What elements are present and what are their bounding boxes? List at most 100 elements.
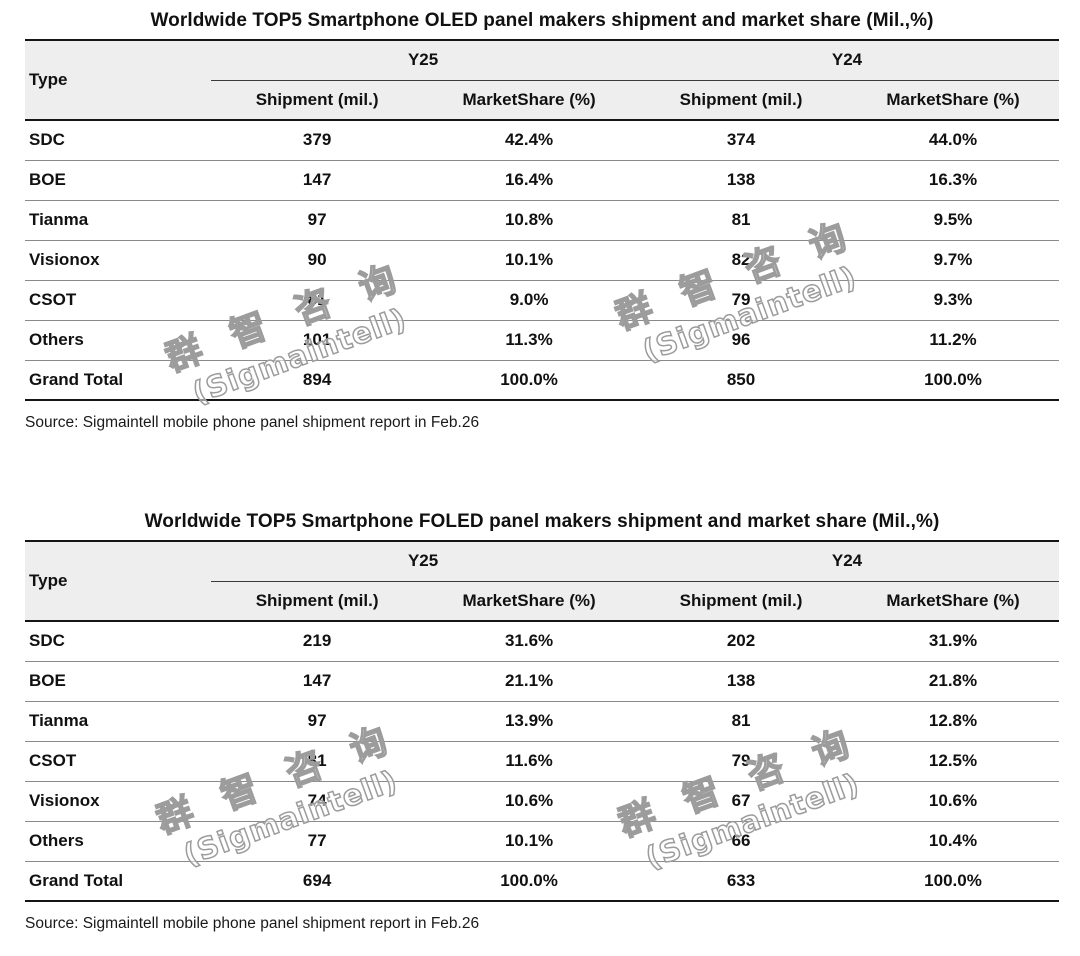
value-cell: 82 xyxy=(635,240,848,281)
maker-name-cell: Visionox xyxy=(25,240,212,281)
column-header-y25-shipment: Shipment (mil.) xyxy=(211,581,424,622)
value-cell: 147 xyxy=(211,160,424,201)
value-cell: 100.0% xyxy=(924,369,982,389)
maker-name-cell: CSOT xyxy=(25,280,212,321)
column-header-y24-shipment: Shipment (mil.) xyxy=(635,80,848,121)
value-cell: 12.8% xyxy=(847,701,1059,742)
table-row: Visionox 74 10.6% 67 10.6% xyxy=(25,781,1059,822)
value-cell: 67 xyxy=(635,781,848,822)
value-cell: 21.1% xyxy=(423,661,636,702)
value-cell: 31.9% xyxy=(847,621,1059,662)
column-group-y24: Y24 xyxy=(635,40,1059,81)
value-cell: 90 xyxy=(211,240,424,281)
source-note: Source: Sigmaintell mobile phone panel s… xyxy=(25,414,480,431)
value-cell: 11.6% xyxy=(423,741,636,782)
value-cell: 81 xyxy=(211,741,424,782)
value-cell: 9.3% xyxy=(847,280,1059,321)
maker-name-cell: SDC xyxy=(25,621,212,662)
table-row: Visionox 90 10.1% 82 9.7% xyxy=(25,240,1059,281)
value-cell: 77 xyxy=(211,821,424,862)
column-group-y25: Y25 xyxy=(211,541,636,582)
column-header-y24-marketshare: MarketShare (%) xyxy=(847,581,1059,622)
value-cell: 219 xyxy=(211,621,424,662)
value-cell: 97 xyxy=(211,701,424,742)
column-header-y25-marketshare: MarketShare (%) xyxy=(423,80,636,121)
value-cell: 97 xyxy=(211,200,424,241)
value-cell: 16.3% xyxy=(847,160,1059,201)
column-header-y25-shipment: Shipment (mil.) xyxy=(211,80,424,121)
column-header-y25-marketshare: MarketShare (%) xyxy=(423,581,636,622)
foled-table: Type Y25 Y24 Shipment (mil.) MarketShare… xyxy=(25,540,1059,902)
value-cell: 138 xyxy=(635,160,848,201)
value-cell: 79 xyxy=(635,741,848,782)
maker-name-cell: Others xyxy=(25,821,212,862)
table-row: SDC 219 31.6% 202 31.9% xyxy=(25,621,1059,662)
value-cell: 96 xyxy=(635,320,848,361)
value-cell: 379 xyxy=(211,120,424,161)
maker-name-cell: Tianma xyxy=(25,701,212,742)
maker-name-cell: BOE xyxy=(25,661,212,702)
column-group-y25: Y25 xyxy=(211,40,636,81)
value-cell: 202 xyxy=(635,621,848,662)
table-row: Grand Total 694 100.0% 633 100.0% xyxy=(25,861,1059,901)
value-cell: 694 xyxy=(302,870,332,890)
value-cell: 10.6% xyxy=(423,781,636,822)
value-cell: 10.6% xyxy=(847,781,1059,822)
maker-name-cell: Grand Total xyxy=(29,369,124,389)
value-cell: 100.0% xyxy=(924,870,982,890)
value-cell: 12.5% xyxy=(847,741,1059,782)
table-row: Grand Total 894 100.0% 850 100.0% xyxy=(25,360,1059,400)
value-cell: 16.4% xyxy=(423,160,636,201)
table-row: Others 101 11.3% 96 11.2% xyxy=(25,320,1059,361)
source-note: Source: Sigmaintell mobile phone panel s… xyxy=(25,915,480,932)
value-cell: 9.7% xyxy=(847,240,1059,281)
value-cell: 11.2% xyxy=(847,320,1059,361)
value-cell: 10.8% xyxy=(423,200,636,241)
column-header-y24-shipment: Shipment (mil.) xyxy=(635,581,848,622)
table-row: Others 77 10.1% 66 10.4% xyxy=(25,821,1059,862)
value-cell: 850 xyxy=(726,369,756,389)
value-cell: 81 xyxy=(635,701,848,742)
value-cell: 44.0% xyxy=(847,120,1059,161)
value-cell: 894 xyxy=(302,369,332,389)
column-header-type: Type xyxy=(25,541,212,622)
value-cell: 374 xyxy=(635,120,848,161)
value-cell: 147 xyxy=(211,661,424,702)
value-cell: 74 xyxy=(211,781,424,822)
column-header-type: Type xyxy=(25,40,212,121)
foled-table-body: SDC 219 31.6% 202 31.9% BOE 147 21.1% 138 21.8% Ti… xyxy=(25,621,1059,901)
value-cell: 100.0% xyxy=(500,369,558,389)
value-cell: 66 xyxy=(635,821,848,862)
maker-name-cell: Others xyxy=(25,320,212,361)
value-cell: 42.4% xyxy=(423,120,636,161)
maker-name-cell: Tianma xyxy=(25,200,212,241)
value-cell: 10.4% xyxy=(847,821,1059,862)
table-row: BOE 147 21.1% 138 21.8% xyxy=(25,661,1059,702)
maker-name-cell: SDC xyxy=(25,120,212,161)
maker-name-cell: CSOT xyxy=(25,741,212,782)
table-row: CSOT 81 9.0% 79 9.3% xyxy=(25,280,1059,321)
value-cell: 9.5% xyxy=(847,200,1059,241)
value-cell: 31.6% xyxy=(423,621,636,662)
oled-table-header: Type Y25 Y24 Shipment (mil.) MarketShare… xyxy=(25,40,1059,121)
table-row: Tianma 97 13.9% 81 12.8% xyxy=(25,701,1059,742)
maker-name-cell: Grand Total xyxy=(29,870,124,890)
foled-table-section: Worldwide TOP5 Smartphone FOLED panel ma… xyxy=(25,509,1059,934)
table-row: CSOT 81 11.6% 79 12.5% xyxy=(25,741,1059,782)
foled-table-title: Worldwide TOP5 Smartphone FOLED panel ma… xyxy=(144,511,940,532)
value-cell: 79 xyxy=(635,280,848,321)
value-cell: 21.8% xyxy=(847,661,1059,702)
oled-table: Type Y25 Y24 Shipment (mil.) MarketShare… xyxy=(25,39,1059,401)
oled-table-section: Worldwide TOP5 Smartphone OLED panel mak… xyxy=(25,8,1059,433)
value-cell: 10.1% xyxy=(423,240,636,281)
table-row: Tianma 97 10.8% 81 9.5% xyxy=(25,200,1059,241)
maker-name-cell: Visionox xyxy=(25,781,212,822)
column-group-y24: Y24 xyxy=(635,541,1059,582)
table-row: BOE 147 16.4% 138 16.3% xyxy=(25,160,1059,201)
value-cell: 10.1% xyxy=(423,821,636,862)
value-cell: 138 xyxy=(635,661,848,702)
oled-table-title: Worldwide TOP5 Smartphone OLED panel mak… xyxy=(150,10,934,31)
maker-name-cell: BOE xyxy=(25,160,212,201)
value-cell: 633 xyxy=(726,870,756,890)
